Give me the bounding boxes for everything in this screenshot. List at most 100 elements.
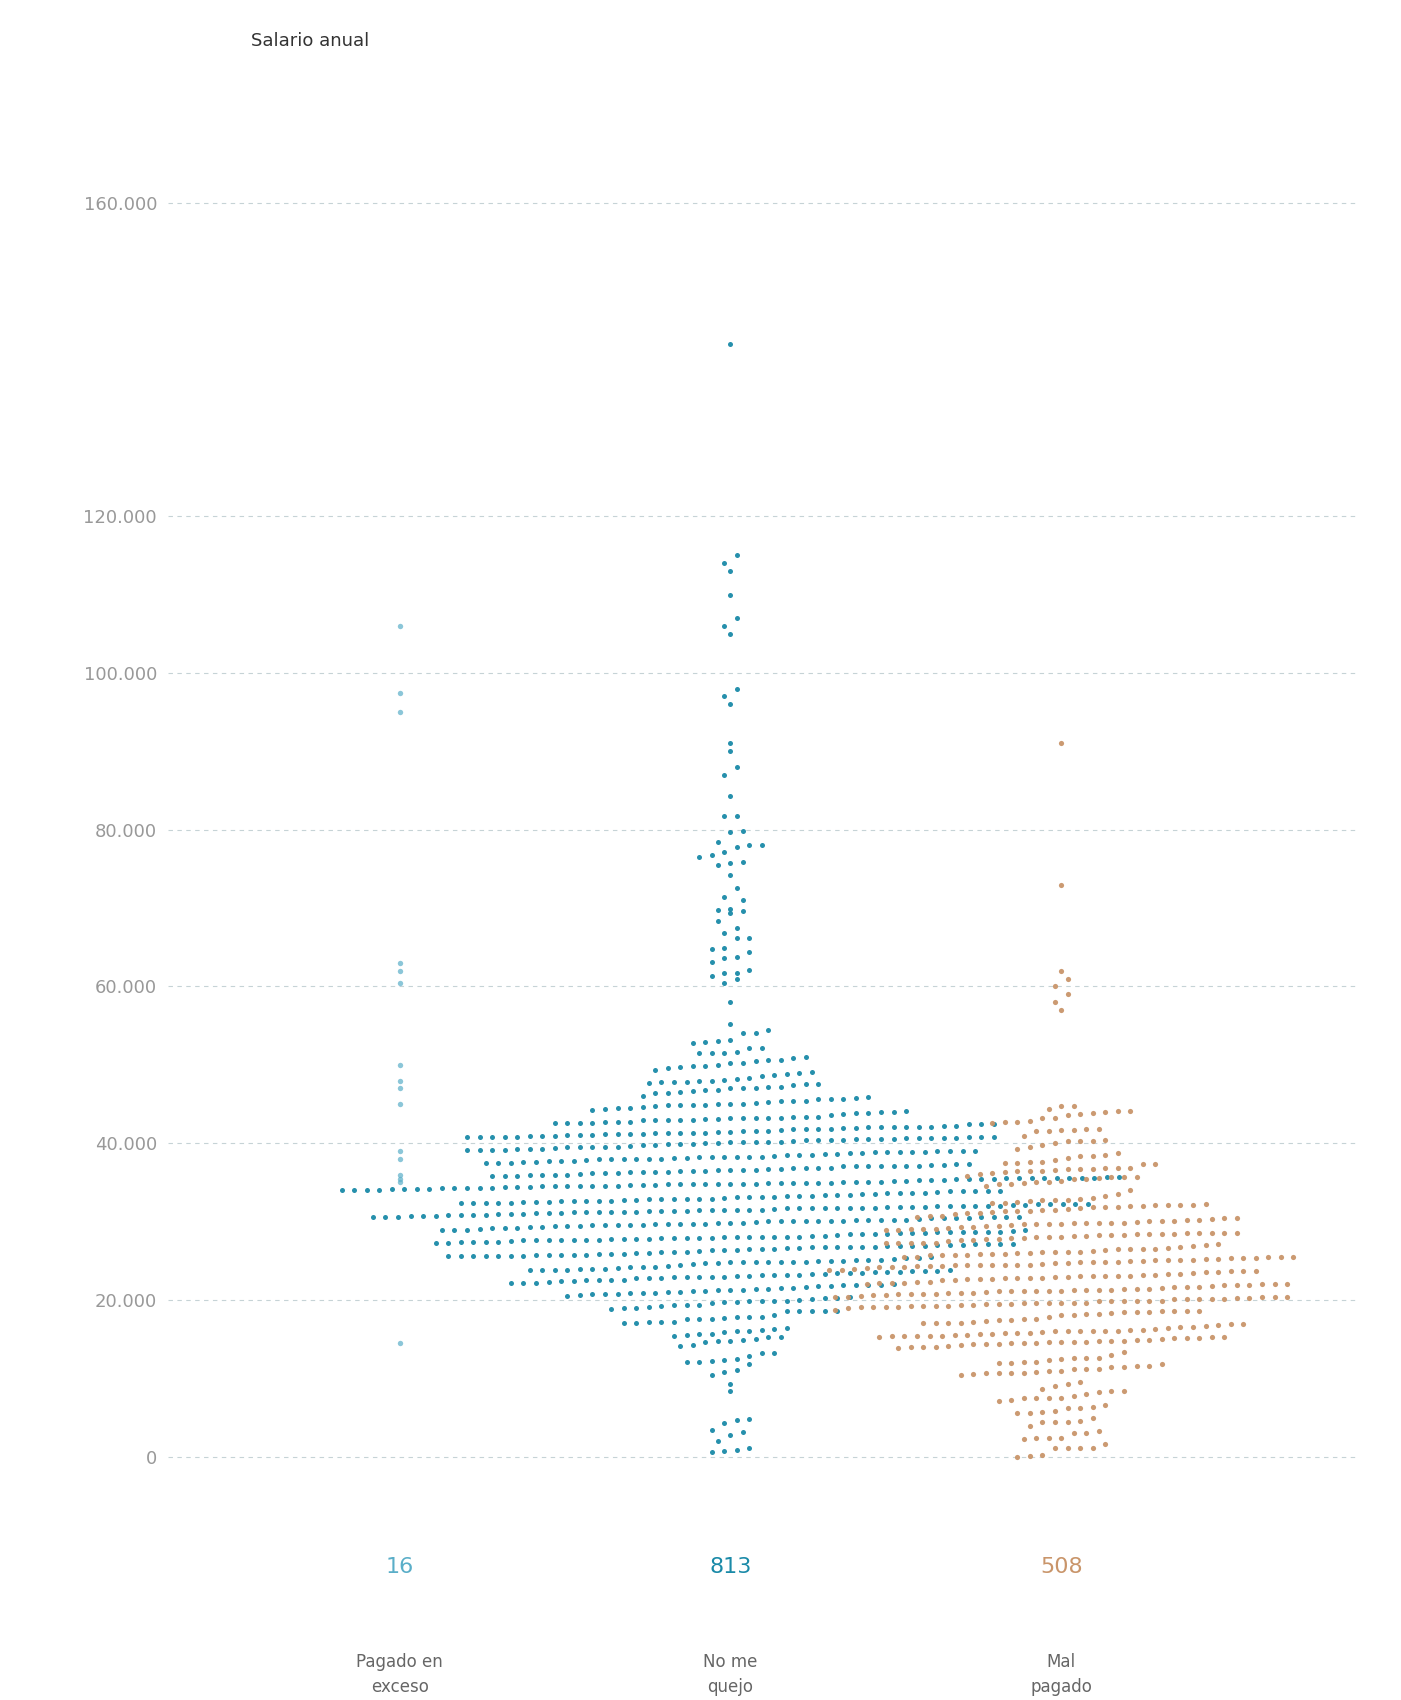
Point [1031,1105,1054,1132]
Point [888,1258,911,1285]
Point [876,1193,898,1221]
Point [1082,1433,1104,1460]
Point [801,1297,824,1324]
Point [918,1204,940,1231]
Point [1107,1193,1129,1221]
Point [1238,1272,1261,1299]
Point [481,1124,503,1151]
Point [888,1232,911,1260]
Point [1213,1205,1236,1232]
Point [525,1148,548,1175]
Point [993,1149,1016,1176]
Point [782,1044,804,1071]
Point [1014,1217,1037,1244]
Point [493,1124,516,1151]
Point [1000,1350,1023,1377]
Point [870,1207,892,1234]
Point [719,1377,741,1404]
Point [551,1268,573,1295]
Point [450,1190,472,1217]
Point [920,1114,943,1141]
Point [1206,1311,1229,1338]
Point [719,1074,741,1102]
Point [1119,1154,1142,1182]
Point [1083,1164,1105,1192]
Point [713,1289,736,1316]
Point [1056,1370,1079,1397]
Point [1150,1352,1173,1379]
Point [726,1039,748,1066]
Point [1013,1210,1035,1238]
Point [700,1306,723,1333]
Point [1031,1442,1054,1469]
Point [1069,1408,1091,1435]
Point [925,1309,947,1336]
Point [675,1185,698,1212]
Point [506,1124,528,1151]
Point [1082,1100,1104,1127]
Point [1031,1375,1054,1402]
Point [981,1159,1003,1187]
Point [726,753,748,780]
Point [538,1241,560,1268]
Point [883,1114,905,1141]
Point [1138,1221,1160,1248]
Point [632,1253,654,1280]
Point [794,1103,817,1130]
Point [951,1231,974,1258]
Point [968,1321,991,1348]
Point [1107,1139,1129,1166]
Point [814,1222,836,1250]
Point [632,1158,654,1185]
Point [726,959,748,986]
Point [700,1185,723,1212]
Point [1138,1297,1160,1324]
Point [1019,1319,1041,1346]
Point [1051,870,1073,898]
Point [637,1146,660,1173]
Point [969,1124,992,1151]
Point [832,1272,855,1299]
Point [757,1323,779,1350]
Point [831,1256,853,1284]
Point [988,1350,1010,1377]
Point [794,1154,817,1182]
Point [838,1221,860,1248]
Point [544,1110,566,1137]
Point [820,1127,842,1154]
Point [920,1124,943,1151]
Point [700,1144,723,1171]
Point [1231,1311,1254,1338]
Point [688,1263,710,1290]
Point [513,1227,535,1255]
Point [387,1204,409,1231]
Point [744,1129,766,1156]
Point [776,1061,799,1088]
Point [943,1200,965,1227]
Point [569,1134,591,1161]
Point [1062,1117,1084,1144]
Point [857,1083,880,1110]
Point [913,1258,936,1285]
Point [663,1224,685,1251]
Point [700,1040,723,1068]
Point [769,1129,792,1156]
Point [1125,1163,1147,1190]
Point [1163,1207,1185,1234]
Point [551,1226,573,1253]
Point [764,1300,786,1328]
Point [933,1112,955,1139]
Point [776,1261,799,1289]
Point [738,1304,761,1331]
Point [1087,1115,1110,1142]
Point [544,1256,566,1284]
Point [693,1329,716,1357]
Point [706,1076,729,1103]
Point [719,782,741,809]
Point [849,1284,871,1311]
Point [1056,966,1079,993]
Point [1038,1329,1061,1357]
Point [1264,1284,1286,1311]
Point [706,828,729,855]
Point [719,862,741,889]
